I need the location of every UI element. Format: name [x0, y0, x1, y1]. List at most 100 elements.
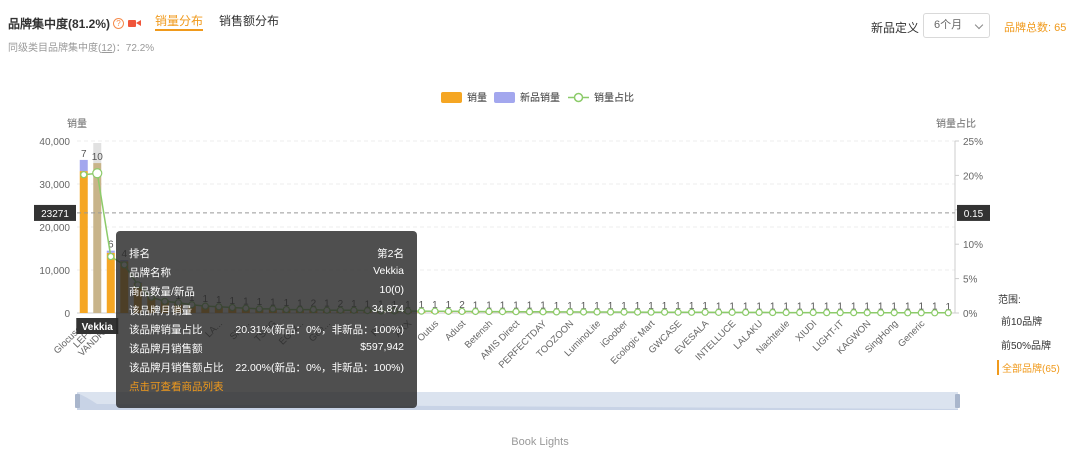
ratio-point [755, 308, 763, 317]
bar-count-label: 1 [635, 301, 641, 312]
peer-prefix: 同级类目品牌集中度( [8, 43, 102, 54]
x-tick-label: Generic [896, 318, 927, 349]
bar-count-label: 1 [756, 301, 762, 312]
bar-count-label: 7 [81, 149, 87, 160]
category-label: Book Lights [511, 436, 569, 448]
ratio-point [444, 307, 453, 315]
range-title: 范围: [998, 295, 1021, 306]
y-tick-label: 40,000 [39, 137, 70, 148]
bar-count-label: 1 [621, 301, 627, 312]
hover-category-label: Vekkia [82, 322, 114, 333]
tooltip-row: 商品数量/新品 10(0) [129, 284, 404, 300]
tab-sales-volume[interactable]: 销量分布 [155, 13, 204, 31]
tooltip-value: $597,942 [360, 341, 404, 353]
view-products-link[interactable]: 点击可查看商品列表 [129, 381, 224, 393]
bar-count-label: 1 [540, 301, 546, 312]
bar-count-label: 1 [608, 301, 614, 312]
legend-label-new-sales: 新品销量 [520, 91, 560, 104]
bar-count-label: 1 [878, 302, 884, 313]
bar-count-label: 1 [662, 301, 668, 312]
tooltip-key: 商品数量/新品 [129, 286, 195, 298]
ratio-point [877, 309, 885, 317]
bar-count-label: 1 [500, 300, 506, 311]
peer-count-link[interactable]: 12 [101, 43, 113, 54]
bar-sales [93, 163, 102, 313]
tooltip-key: 排名 [129, 248, 150, 260]
tooltip-key: 该品牌销量占比 [129, 324, 203, 336]
tooltip-row: 排名 第2名 [129, 246, 404, 262]
period-select-value: 6个月 [934, 19, 963, 31]
y2-tick-label: 20% [963, 171, 983, 182]
period-select[interactable]: 6个月 [923, 13, 990, 38]
help-icon[interactable]: ? [113, 17, 125, 29]
zoom-handle-left [75, 394, 80, 408]
hover-category-badge [76, 318, 119, 334]
bar-sales [79, 171, 88, 313]
ratio-point [498, 308, 507, 316]
ratio-point [850, 309, 858, 317]
ratio-point [552, 308, 561, 316]
concentration-title: 品牌集中度(81.2%) [8, 16, 111, 31]
ratio-point [701, 308, 709, 316]
bar-count-label: 1 [486, 300, 492, 311]
ratio-point [92, 168, 103, 179]
ratio-point [107, 252, 115, 261]
ratio-point [80, 171, 88, 179]
ratio-point [417, 307, 426, 315]
ratio-point [863, 309, 871, 317]
legend-swatch-sales [441, 92, 462, 103]
tooltip-value: Vekkia [373, 265, 404, 277]
bar-count-label: 1 [716, 301, 722, 312]
range-top50pct[interactable]: 前50%品牌 [1001, 341, 1052, 352]
bar-count-label: 1 [918, 302, 924, 313]
ratio-point [917, 309, 925, 317]
bar-count-label: 1 [702, 301, 708, 312]
ratio-point [485, 307, 493, 316]
crosshair-right-value: 0.15 [964, 209, 984, 220]
bar-count-label: 1 [770, 301, 776, 312]
bar-count-label: 1 [851, 302, 857, 313]
ratio-point [742, 308, 750, 317]
bar-count-label: 1 [837, 302, 843, 313]
ratio-point [458, 307, 466, 316]
tab-sales-revenue[interactable]: 销售额分布 [219, 14, 280, 28]
tooltip-value: 20.31%(新品：0%，非新品：100%) [235, 324, 404, 336]
bar-count-label: 1 [905, 302, 911, 313]
y-tick-label: 0 [64, 309, 70, 320]
range-top10[interactable]: 前10品牌 [1001, 317, 1043, 328]
ratio-point [633, 308, 642, 316]
bar-count-label: 1 [783, 301, 789, 312]
ratio-point [836, 309, 844, 317]
ratio-point [660, 308, 669, 316]
brand-tooltip: 排名 第2名 品牌名称 Vekkia 商品数量/新品 10(0) 该品牌月销量 34,8… [116, 231, 417, 408]
bar-count-label: 1 [743, 301, 749, 312]
ratio-point [769, 308, 777, 317]
x-tick-label: Outus [415, 318, 441, 344]
tooltip-key: 该品牌月销量 [129, 305, 192, 317]
tooltip-key: 该品牌月销售额占比 [129, 362, 224, 374]
bar-sales [106, 252, 115, 313]
ratio-point [715, 308, 723, 316]
bar-count-label: 1 [675, 301, 681, 312]
video-icon[interactable] [128, 19, 142, 28]
bar-count-label: 1 [932, 302, 938, 313]
ratio-point [579, 308, 588, 316]
tooltip-value: 第2名 [377, 248, 404, 260]
bar-count-label: 1 [689, 301, 695, 312]
bar-count-label: 1 [432, 300, 438, 311]
ratio-point [674, 308, 682, 316]
ratio-point [687, 308, 696, 316]
ratio-point [431, 307, 439, 315]
range-all-brands[interactable]: 全部品牌(65) [997, 360, 1060, 375]
tooltip-key: 品牌名称 [129, 267, 171, 279]
crosshair-right-badge [957, 204, 990, 221]
legend-label-sales: 销量 [467, 91, 487, 104]
y2-tick-label: 0% [963, 309, 978, 320]
y2-tick-label: 10% [963, 240, 983, 251]
tooltip-row: 该品牌月销量 34,874 [129, 303, 404, 319]
ratio-point [539, 308, 547, 316]
tooltip-row: 该品牌月销售额占比 22.00%(新品：0%，非新品：100%) [129, 360, 404, 376]
ratio-point [944, 309, 952, 317]
chart-header: 品牌集中度(81.2%) ? [8, 13, 142, 33]
tooltip-row: 该品牌销量占比 20.31%(新品：0%，非新品：100%) [129, 322, 404, 338]
